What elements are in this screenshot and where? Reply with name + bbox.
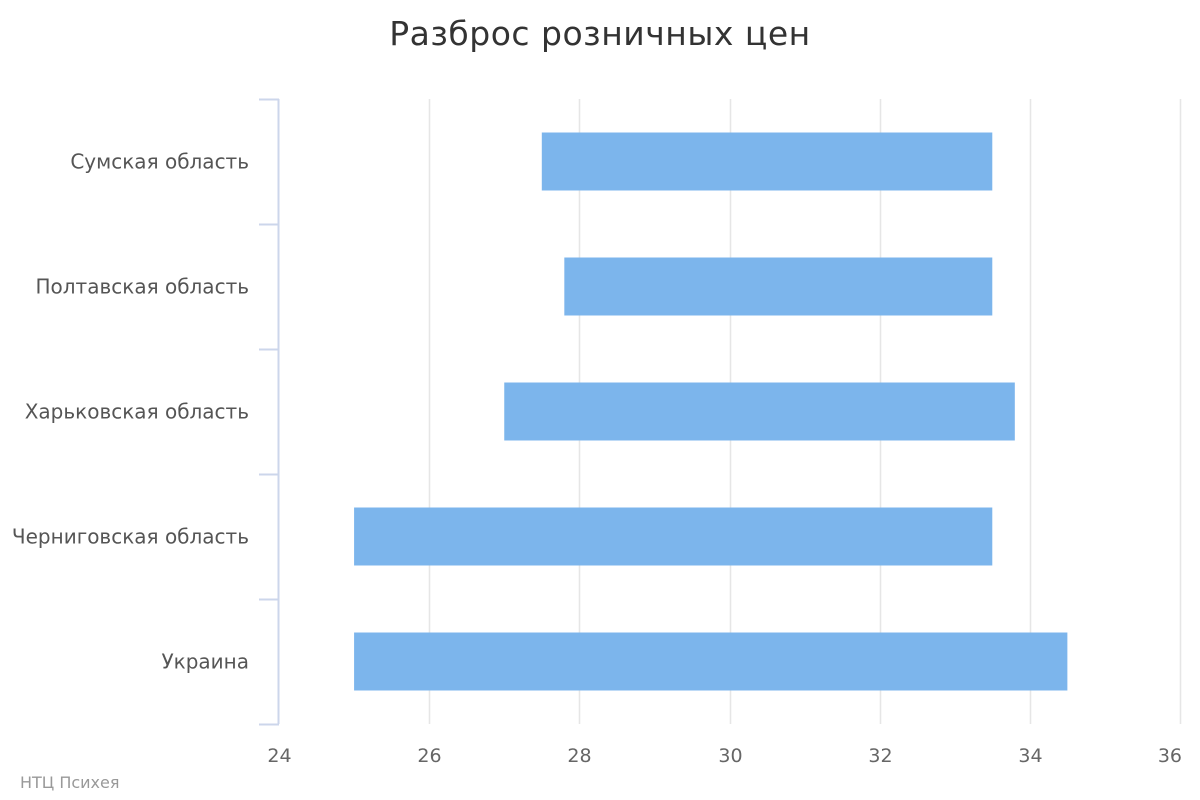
x-tick-label: 32 (868, 745, 892, 767)
x-tick-label: 30 (718, 745, 742, 767)
y-axis (259, 98, 280, 726)
x-tick-label: 28 (567, 745, 591, 767)
bars (354, 132, 1068, 691)
chart-title: Разброс розничных цен (389, 14, 811, 53)
range-bar (504, 382, 1015, 441)
range-bar (354, 507, 993, 566)
category-label: Украина (161, 650, 249, 674)
range-bar (541, 132, 993, 191)
x-tick-label: 26 (417, 745, 441, 767)
category-label: Сумская область (70, 150, 249, 174)
x-tick-label: 24 (267, 745, 291, 767)
x-tick-label: 34 (1018, 745, 1042, 767)
category-label: Харьковская область (25, 400, 249, 424)
x-axis-labels: 24 26 28 30 32 34 36 (267, 745, 1182, 767)
y-axis-labels: Сумская область Полтавская область Харьков… (12, 150, 249, 674)
x-tick-label: 36 (1158, 745, 1182, 767)
category-label: Черниговская область (12, 525, 249, 549)
category-label: Полтавская область (35, 275, 249, 299)
range-bar (564, 257, 993, 316)
range-bar (354, 632, 1068, 691)
credits-text[interactable]: НТЦ Психея (20, 773, 120, 792)
